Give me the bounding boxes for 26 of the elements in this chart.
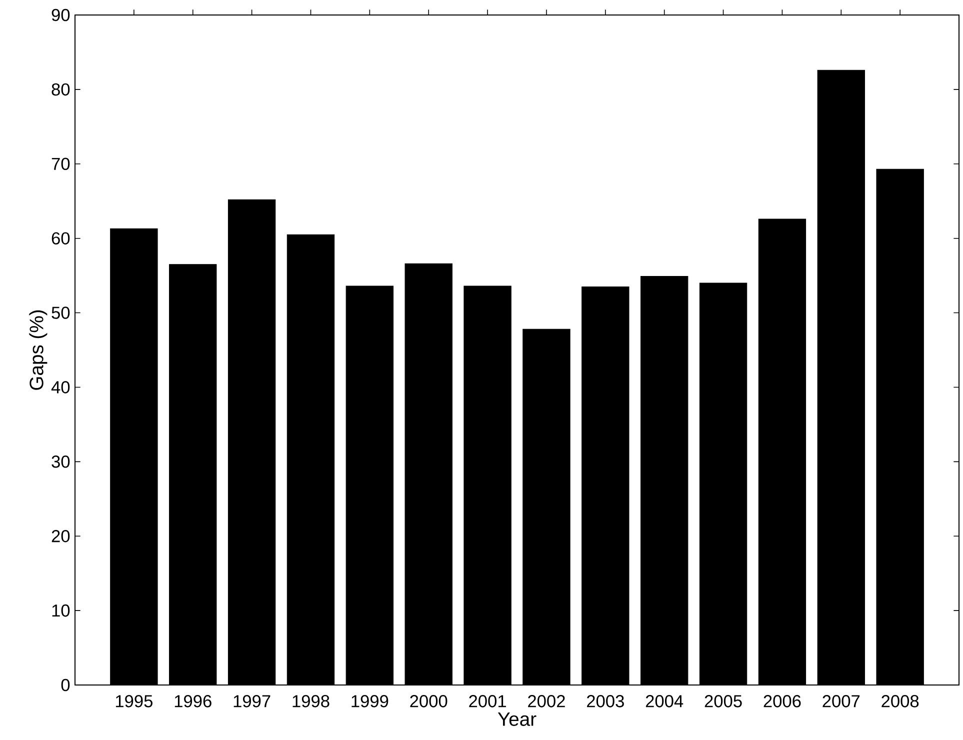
x-tick-label: 1997 bbox=[234, 695, 270, 708]
y-tick-label: 40 bbox=[51, 381, 70, 394]
y-tick-label: 60 bbox=[52, 232, 70, 244]
x-tick-label: 2005 bbox=[704, 695, 742, 708]
x-tick-label: 1996 bbox=[174, 695, 212, 708]
y-tick-label: 80 bbox=[52, 83, 70, 96]
x-tick-label: 2001 bbox=[469, 695, 506, 708]
y-tick-label: 70 bbox=[52, 158, 70, 170]
x-tick-label: 1998 bbox=[292, 695, 330, 708]
x-tick-label: 1995 bbox=[116, 695, 152, 708]
y-tick-label: 10 bbox=[52, 604, 70, 617]
x-tick-label: 2000 bbox=[410, 695, 448, 708]
x-tick-label: 2006 bbox=[764, 695, 801, 708]
y-tick-label: 90 bbox=[52, 8, 70, 22]
y-tick-label: 0 bbox=[61, 678, 70, 692]
x-tick-label: 2002 bbox=[528, 695, 565, 708]
x-tick-label: 2008 bbox=[882, 695, 919, 708]
x-tick-label: 2003 bbox=[587, 695, 624, 708]
y-tick-label: 30 bbox=[52, 456, 70, 468]
y-axis-title: Gaps (%) bbox=[29, 310, 48, 390]
x-tick-label: 1999 bbox=[352, 695, 388, 708]
x-axis-title: Year bbox=[498, 712, 536, 726]
x-tick-label: 2007 bbox=[822, 695, 860, 708]
x-tick-label: 2004 bbox=[646, 695, 684, 708]
y-tick-label: 20 bbox=[52, 530, 70, 542]
y-tick-label: 50 bbox=[52, 306, 70, 319]
